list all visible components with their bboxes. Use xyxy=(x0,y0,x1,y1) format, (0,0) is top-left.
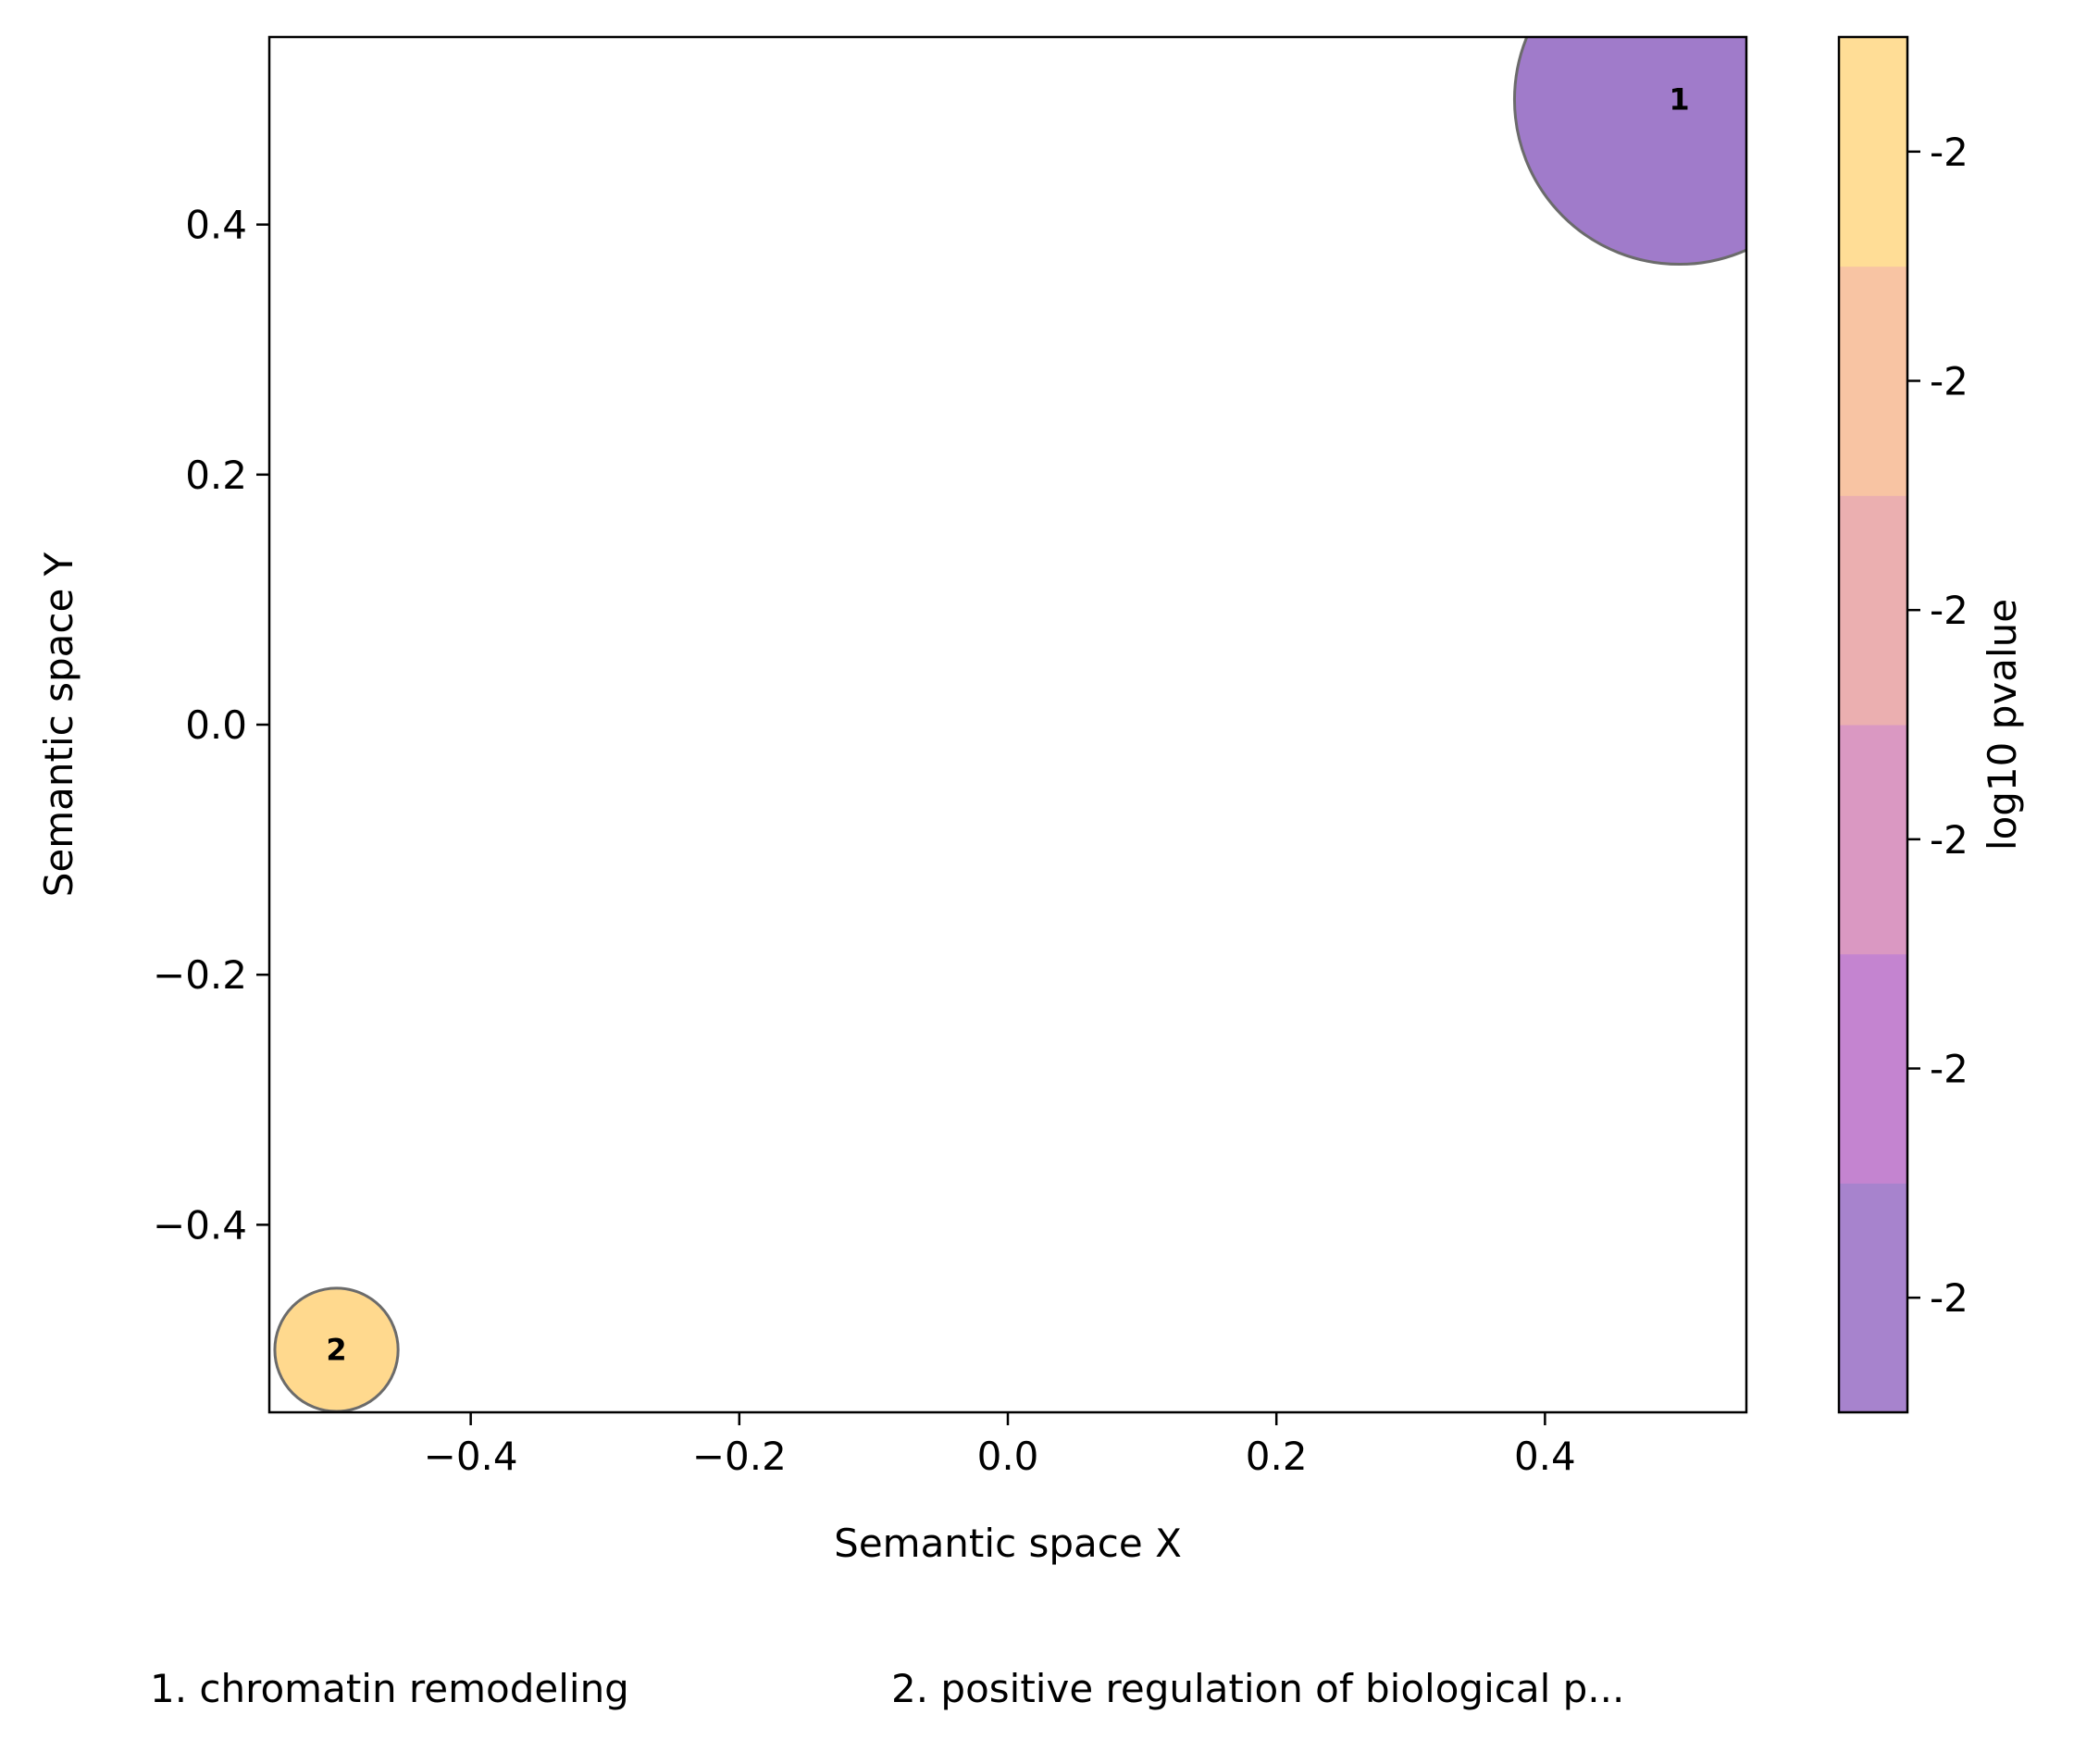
y-axis-ticks: −0.4 −0.2 0.0 0.2 0.4 xyxy=(153,203,269,1248)
x-axis-ticks: −0.4 −0.2 0.0 0.2 0.4 xyxy=(424,1412,1576,1479)
colorbar-segment xyxy=(1839,37,1907,267)
y-tick-label: 0.0 xyxy=(185,702,247,748)
colorbar-segment xyxy=(1839,1183,1907,1413)
colorbar-tick-label: -2 xyxy=(1930,359,1968,404)
x-tick-label: 0.2 xyxy=(1246,1434,1308,1479)
y-axis-label: Semantic space Y xyxy=(36,552,81,897)
x-tick-label: −0.2 xyxy=(692,1434,787,1479)
colorbar-segment xyxy=(1839,725,1907,955)
colorbar-segment xyxy=(1839,953,1907,1184)
colorbar-tick-label: -2 xyxy=(1930,1047,1968,1092)
legend-item-2: 2. positive regulation of biological p..… xyxy=(891,1666,1624,1711)
y-tick-label: 0.2 xyxy=(185,453,247,498)
colorbar-ticks: -2 -2 -2 -2 -2 -2 xyxy=(1907,130,1968,1321)
y-tick-label: −0.2 xyxy=(153,952,247,998)
colorbar-segment xyxy=(1839,266,1907,496)
colorbar-segment xyxy=(1839,495,1907,726)
colorbar-tick-label: -2 xyxy=(1930,1275,1968,1321)
bubble-label-1: 1 xyxy=(1669,82,1689,118)
legend-item-1: 1. chromatin remodeling xyxy=(150,1666,629,1711)
colorbar-tick-label: -2 xyxy=(1930,130,1968,175)
x-tick-label: 0.0 xyxy=(977,1434,1039,1479)
y-tick-label: −0.4 xyxy=(153,1202,247,1248)
colorbar-tick-label: -2 xyxy=(1930,817,1968,863)
bubble-label-group: 12 xyxy=(326,82,1689,1368)
x-tick-label: 0.4 xyxy=(1514,1434,1576,1479)
bubble-1 xyxy=(1513,37,1746,266)
x-axis-label: Semantic space X xyxy=(834,1521,1182,1566)
x-tick-label: −0.4 xyxy=(424,1434,518,1479)
plot-background xyxy=(269,37,1746,1412)
bubble-label-2: 2 xyxy=(326,1332,346,1367)
y-tick-label: 0.4 xyxy=(185,203,247,248)
colorbar-label: log10 pvalue xyxy=(1980,599,2025,851)
colorbar-tick-label: -2 xyxy=(1930,588,1968,633)
colorbar-frame xyxy=(1837,35,1909,1414)
colorbar xyxy=(1839,37,1907,1413)
